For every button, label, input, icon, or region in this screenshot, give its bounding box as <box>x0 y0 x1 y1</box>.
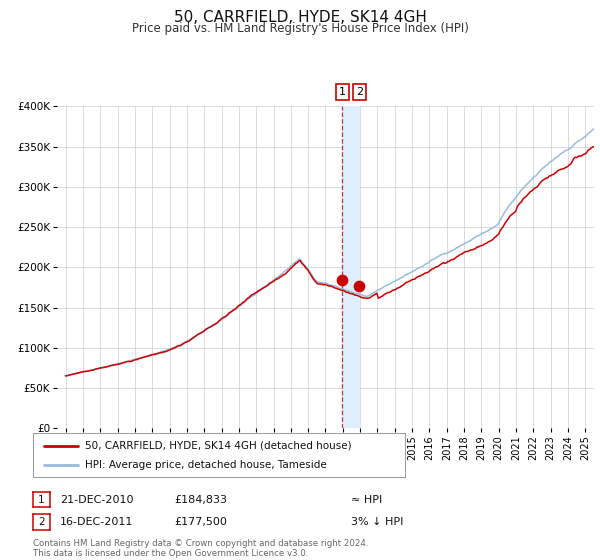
Text: 2: 2 <box>356 87 363 97</box>
Bar <box>343 106 359 428</box>
Text: Contains HM Land Registry data © Crown copyright and database right 2024.: Contains HM Land Registry data © Crown c… <box>33 539 368 548</box>
Point <box>355 281 364 290</box>
Text: £177,500: £177,500 <box>174 517 227 527</box>
Text: This data is licensed under the Open Government Licence v3.0.: This data is licensed under the Open Gov… <box>33 549 308 558</box>
Text: 1: 1 <box>339 87 346 97</box>
Text: 21-DEC-2010: 21-DEC-2010 <box>60 494 133 505</box>
Text: Price paid vs. HM Land Registry's House Price Index (HPI): Price paid vs. HM Land Registry's House … <box>131 22 469 35</box>
Text: 3% ↓ HPI: 3% ↓ HPI <box>351 517 403 527</box>
Text: 2: 2 <box>38 517 45 527</box>
Text: 1: 1 <box>38 494 45 505</box>
Point <box>338 275 347 284</box>
Text: 50, CARRFIELD, HYDE, SK14 4GH: 50, CARRFIELD, HYDE, SK14 4GH <box>173 10 427 25</box>
Text: HPI: Average price, detached house, Tameside: HPI: Average price, detached house, Tame… <box>85 460 327 470</box>
Text: ≈ HPI: ≈ HPI <box>351 494 382 505</box>
Text: £184,833: £184,833 <box>174 494 227 505</box>
Text: 50, CARRFIELD, HYDE, SK14 4GH (detached house): 50, CARRFIELD, HYDE, SK14 4GH (detached … <box>85 441 352 451</box>
Text: 16-DEC-2011: 16-DEC-2011 <box>60 517 133 527</box>
